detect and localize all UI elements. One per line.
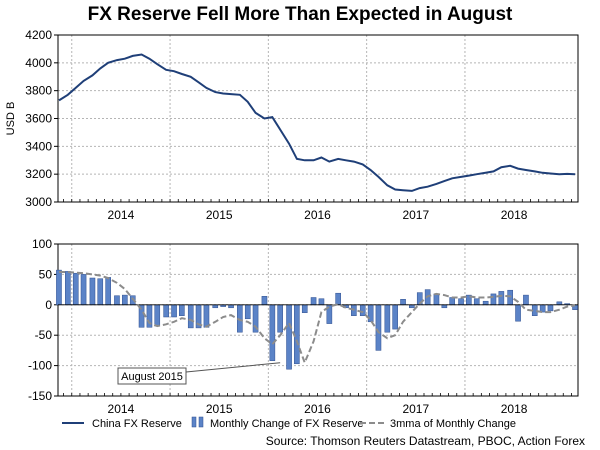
monthly-change-bar (163, 304, 169, 318)
monthly-change-bar (228, 304, 234, 309)
chart-title: FX Reserve Fell More Than Expected in Au… (87, 4, 513, 25)
top-ytick-label: 3800 (25, 84, 52, 98)
monthly-change-bar (114, 295, 120, 306)
monthly-change-bar (507, 289, 513, 306)
bottom-xtick-label: 2014 (108, 402, 135, 416)
monthly-change-bar (269, 304, 276, 361)
legend-swatch-bar (191, 416, 197, 428)
monthly-change-bar (498, 291, 505, 306)
top-ytick-label: 3200 (25, 167, 52, 181)
top-frame (57, 34, 579, 203)
bottom-ytick-label: -150 (28, 389, 52, 403)
monthly-change-bar (72, 272, 79, 306)
annotation-box (117, 367, 187, 385)
legend: China FX Reserve Monthly Change of FX Res… (62, 416, 516, 430)
bottom-xtick-label: 2017 (402, 402, 429, 416)
monthly-change-bar (187, 304, 194, 329)
monthly-change-bar (473, 298, 480, 306)
monthly-change-bar (392, 304, 398, 330)
monthly-change-bar (301, 304, 308, 313)
monthly-change-bar (409, 304, 415, 309)
monthly-change-bar (105, 277, 111, 306)
monthly-change-bar (310, 297, 317, 306)
top-xtick-label: 2018 (501, 208, 528, 222)
top-ytick-label: 3600 (25, 112, 52, 126)
legend-label: Monthly Change of FX Reserve (210, 418, 363, 430)
monthly-change-bar (375, 304, 382, 351)
annotation-label: August 2015 (121, 371, 183, 383)
monthly-change-bar (490, 293, 497, 306)
bottom-xtick-label: 2016 (304, 402, 331, 416)
monthly-change-bar (335, 292, 341, 306)
monthly-change-bar (65, 271, 71, 306)
mma-line (59, 271, 576, 366)
annotation-pointer (185, 362, 281, 373)
legend-swatch-bar (198, 416, 204, 428)
bottom-ytick-label: 100 (32, 237, 52, 251)
monthly-change-bar (122, 294, 128, 306)
bottom-ytick-label: 0 (45, 298, 52, 312)
bottom-panel: -150 -100 -50 0 50 100 2014 2015 2016 2017 2018 Aug… (28, 237, 579, 416)
top-xtick-label: 2017 (402, 208, 429, 222)
legend-label: 3mma of Monthly Change (390, 418, 516, 430)
bottom-xtick-label: 2015 (206, 402, 233, 416)
monthly-change-bar (154, 304, 161, 327)
bottom-ytick-label: -50 (35, 328, 53, 342)
bottom-ytick-label: -100 (28, 359, 52, 373)
top-ytick-label: 3400 (25, 139, 52, 153)
monthly-change-bar (261, 296, 268, 306)
monthly-change-bar (80, 274, 87, 306)
monthly-change-bar (482, 300, 489, 306)
monthly-change-bar (359, 304, 366, 316)
legend-label: China FX Reserve (92, 418, 182, 430)
bottom-xtick-label: 2018 (501, 402, 528, 416)
monthly-change-bar (286, 304, 292, 370)
monthly-change-bar (547, 304, 554, 312)
monthly-change-bar (441, 304, 448, 309)
top-panel: 3000 3200 3400 3600 3800 4000 4200 2014 2015 2016… (25, 28, 579, 222)
monthly-change-bar (212, 304, 219, 309)
monthly-change-bar (515, 304, 521, 322)
monthly-change-bar (179, 304, 185, 316)
monthly-change-bar (318, 298, 325, 306)
monthly-change-bar (400, 299, 406, 306)
top-xtick-label: 2014 (108, 208, 135, 222)
fx-reserve-line (58, 53, 576, 192)
top-ytick-label: 4000 (25, 56, 52, 70)
y-axis-label: USD B (5, 102, 17, 136)
monthly-change-bar (56, 269, 62, 306)
monthly-change-bar (171, 304, 177, 318)
top-xtick-label: 2016 (304, 208, 331, 222)
monthly-change-bar (244, 304, 251, 320)
monthly-change-bar (458, 298, 464, 306)
monthly-change-bar (277, 304, 283, 333)
monthly-change-bar (449, 297, 455, 306)
bottom-frame (57, 243, 579, 397)
monthly-change-bar (294, 304, 300, 365)
monthly-change-bar (203, 304, 210, 328)
monthly-change-bar (523, 294, 529, 306)
bottom-ytick-label: 50 (39, 267, 53, 281)
monthly-change-bar (433, 293, 440, 306)
top-ytick-label: 4200 (25, 28, 52, 42)
monthly-change-bar (384, 304, 391, 333)
monthly-change-bar (556, 301, 563, 306)
monthly-change-bar (89, 277, 96, 306)
top-xtick-label: 2015 (206, 208, 233, 222)
monthly-change-bar (97, 278, 104, 306)
top-ytick-label: 3000 (25, 195, 52, 209)
source-note: Source: Thomson Reuters Datastream, PBOC… (266, 434, 585, 448)
